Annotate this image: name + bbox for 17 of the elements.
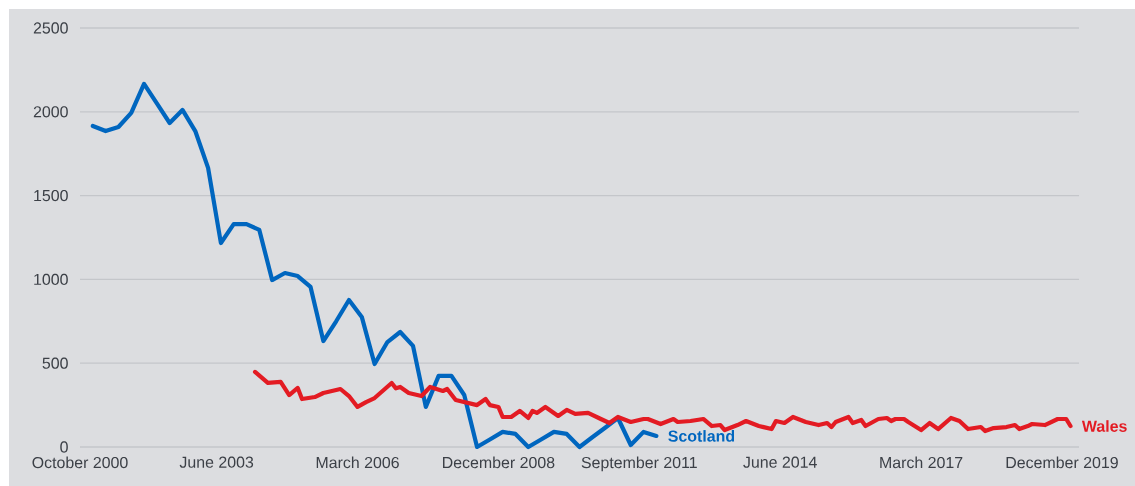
y-tick-label: 0 <box>60 441 68 453</box>
y-tick-label: 500 <box>42 357 68 369</box>
y-tick-label: 2500 <box>33 22 68 34</box>
x-tick-label: March 2006 <box>316 456 399 469</box>
y-tick-label: 2000 <box>33 106 68 118</box>
y-tick-label: 1000 <box>34 273 68 286</box>
y-tick-label: 1500 <box>34 189 68 202</box>
x-tick-label: December 2008 <box>443 456 555 469</box>
x-tick-label: June 2003 <box>179 456 254 468</box>
line-series <box>90 81 659 450</box>
x-tick-label: March 2017 <box>880 456 963 469</box>
x-tick-label: October 2000 <box>32 456 128 469</box>
x-tick-label: December 2019 <box>1006 456 1118 469</box>
x-tick-label: September 2011 <box>581 456 697 472</box>
x-tick-label: June 2014 <box>743 456 817 468</box>
series-label: Wales <box>1081 420 1127 432</box>
series-label: Scotland <box>668 430 735 442</box>
